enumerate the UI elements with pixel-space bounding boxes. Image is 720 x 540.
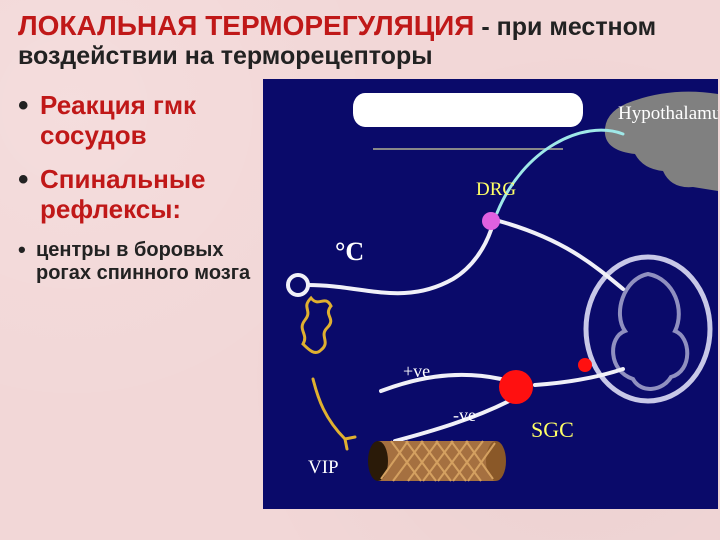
slide: ЛОКАЛЬНАЯ ТЕРМОРЕГУЛЯЦИЯ - при местном в… — [0, 0, 720, 540]
diagram-svg — [263, 79, 718, 509]
bullet-list: Реакция гмк сосудов Спинальные рефлексы: — [18, 91, 263, 225]
vip-neuron — [302, 298, 355, 449]
plusve-label: +ve — [403, 361, 430, 382]
vessel — [368, 441, 506, 481]
title-part-1: ЛОКАЛЬНАЯ ТЕРМОРЕГУЛЯЦИЯ — [18, 10, 474, 41]
sgc-label: SGC — [531, 417, 574, 443]
minusve-label: -ve — [453, 405, 476, 426]
spinal-cord — [586, 257, 710, 401]
title-connector: - — [474, 13, 496, 41]
slide-title: ЛОКАЛЬНАЯ ТЕРМОРЕГУЛЯЦИЯ - при местном в… — [18, 10, 702, 71]
sub-bullet-list: центры в боровых рогах спинного мозга — [18, 239, 263, 286]
text-column: Реакция гмк сосудов Спинальные рефлексы:… — [18, 79, 263, 286]
hypothalamus-label: Hypothalamus — [618, 103, 718, 125]
vip-label: VIP — [308, 457, 339, 479]
content-row: Реакция гмк сосудов Спинальные рефлексы:… — [18, 79, 702, 509]
sub-bullet-item-1: центры в боровых рогах спинного мозга — [18, 239, 263, 286]
afferent-paths — [288, 130, 623, 295]
diagram-column: Hypothalamus DRG °C +ve -ve SGC VIP — [263, 79, 718, 509]
degc-label: °C — [335, 237, 364, 267]
drg-label: DRG — [476, 179, 516, 201]
bullet-item-1: Реакция гмк сосудов — [18, 91, 263, 151]
white-cover-bar — [353, 93, 583, 127]
sgc-dot — [499, 370, 533, 404]
neuro-diagram: Hypothalamus DRG °C +ve -ve SGC VIP — [263, 79, 718, 509]
drg-dot — [482, 212, 500, 230]
bullet-item-2: Спинальные рефлексы: — [18, 165, 263, 225]
ventral-red-dot — [578, 358, 592, 372]
